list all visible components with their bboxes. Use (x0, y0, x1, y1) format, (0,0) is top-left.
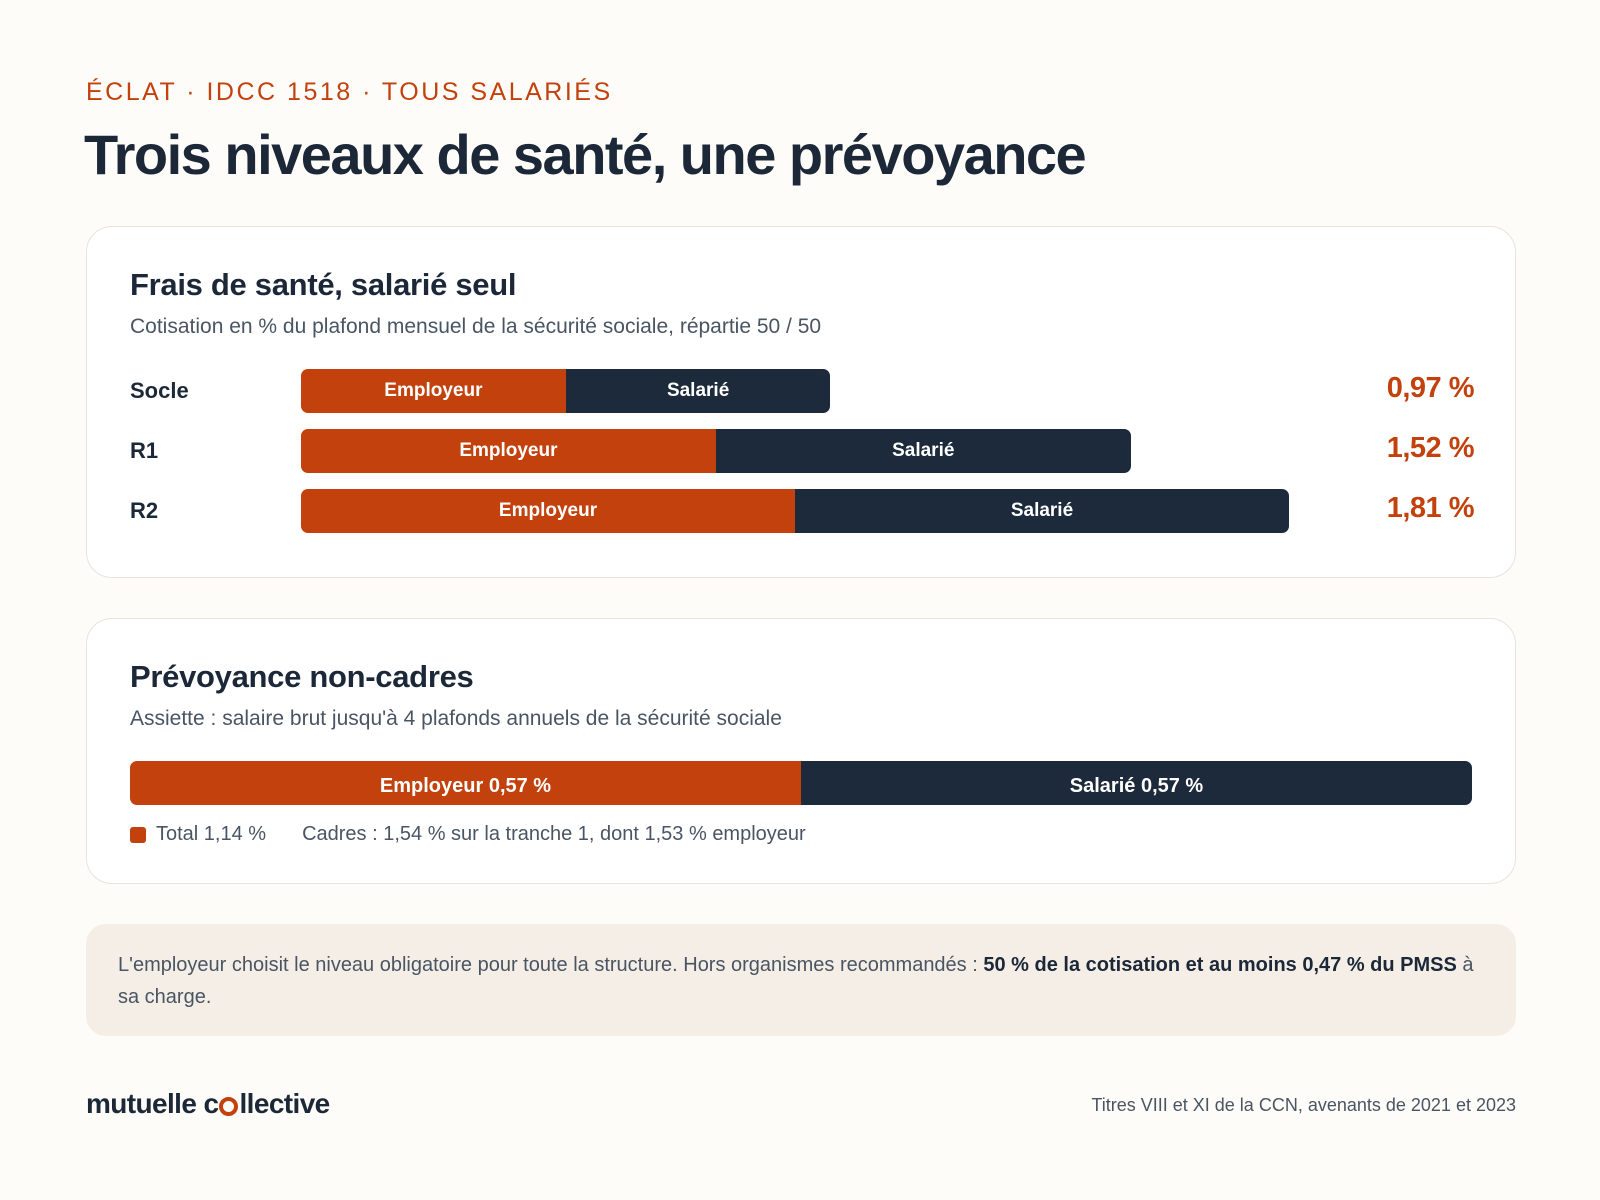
page-title: Trois niveaux de santé, une prévoyance (84, 123, 1087, 186)
brand-logo: mutuelle c llective (86, 1088, 330, 1120)
brand-o-ring-icon (219, 1096, 239, 1116)
health-total-label: 0,97 % (1386, 372, 1475, 404)
health-employer-segment: Employeur (301, 489, 795, 533)
prevoyance-employee-segment: Salarié 0,57 % (801, 761, 1472, 805)
health-employer-segment: Employeur (301, 369, 566, 413)
health-employee-segment: Salarié (565, 369, 831, 413)
prevoyance-legend: Total 1,14 % Cadres : 1,54 % sur la tran… (130, 823, 806, 846)
source-note: Titres VIII et XI de la CCN, avenants de… (1091, 1095, 1516, 1115)
legend-swatch (130, 826, 146, 843)
health-employee-segment: Salarié (715, 429, 1131, 473)
brand-text-end: llective (239, 1088, 330, 1119)
health-bar: Employeur Salarié (301, 429, 1131, 473)
health-employer-segment: Employeur (301, 429, 716, 473)
health-row-label: R2 (130, 498, 159, 523)
health-bar: Employeur Salarié (301, 489, 1289, 533)
cadres-note: Cadres : 1,54 % sur la tranche 1, dont 1… (302, 823, 806, 845)
health-card-subtitle: Cotisation en % du plafond mensuel de la… (130, 315, 822, 338)
legend-total: Total 1,14 % (156, 823, 267, 845)
prevoyance-card: Prévoyance non-cadres Assiette : salaire… (86, 618, 1516, 884)
health-total-label: 1,81 % (1386, 492, 1475, 524)
health-employee-segment: Salarié (795, 489, 1289, 533)
prevoyance-bar: Employeur 0,57 % Salarié 0,57 % (130, 761, 1472, 805)
prevoyance-card-subtitle: Assiette : salaire brut jusqu'à 4 plafon… (130, 707, 782, 730)
health-row-label: Socle (130, 378, 189, 403)
health-total-label: 1,52 % (1386, 432, 1475, 464)
brand-text-start: mutuelle c (86, 1088, 219, 1119)
health-card: Frais de santé, salarié seul Cotisation … (86, 226, 1516, 578)
health-card-title: Frais de santé, salarié seul (130, 267, 517, 302)
callout-text-end: à sa charge. (118, 954, 1474, 1008)
callout-bold-text: 50 % de la cotisation et au moins 0,47 %… (983, 954, 1457, 976)
prevoyance-employer-segment: Employeur 0,57 % (130, 761, 801, 805)
kicker: ÉCLAT · IDCC 1518 · TOUS SALARIÉS (86, 78, 613, 106)
health-row-label: R1 (130, 438, 159, 463)
callout-text: L'employeur choisit le niveau obligatoir… (118, 954, 984, 976)
info-callout: L'employeur choisit le niveau obligatoir… (86, 924, 1516, 1036)
prevoyance-card-title: Prévoyance non-cadres (130, 659, 474, 694)
health-bar: Employeur Salarié (301, 369, 831, 413)
